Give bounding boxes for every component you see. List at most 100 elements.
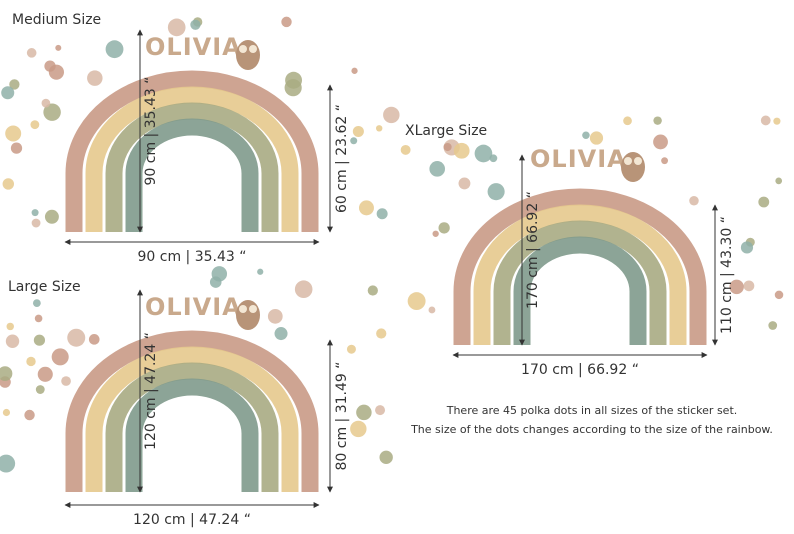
size-panel: OLIVIA XLarge Size 170 cm | 66.92 “ 170 cm …	[400, 115, 784, 378]
rainbow-band	[105, 362, 279, 492]
polka-dot	[274, 327, 288, 341]
size-title: Large Size	[8, 279, 81, 295]
name-sticker: OLIVIA	[530, 145, 627, 173]
polka-dot	[87, 70, 103, 86]
owl-eye	[249, 305, 257, 313]
polka-dot	[5, 334, 20, 348]
polka-dot	[774, 290, 784, 300]
polka-dot	[0, 366, 13, 381]
polka-dot	[375, 125, 383, 132]
name-sticker: OLIVIA	[145, 33, 242, 61]
rainbow-band	[105, 102, 279, 232]
polka-dot	[88, 334, 100, 345]
polka-dot	[458, 177, 471, 190]
owl-eye	[239, 45, 247, 53]
polka-dot	[487, 183, 505, 201]
rainbow-band	[85, 346, 299, 492]
polka-dot	[26, 48, 37, 58]
rainbow-band	[453, 188, 707, 345]
polka-dot	[453, 142, 470, 159]
polka-dot	[582, 131, 590, 140]
polka-dot	[379, 450, 393, 465]
width-label: 170 cm | 66.92 “	[521, 362, 639, 378]
rainbow-band	[513, 236, 647, 345]
polka-dot	[758, 196, 770, 208]
rainbow-band	[85, 86, 299, 232]
polka-dot	[443, 142, 452, 152]
polka-dot	[37, 366, 53, 382]
polka-dot	[24, 409, 35, 421]
polka-dot	[352, 125, 364, 138]
owl-eye	[249, 45, 257, 53]
note-line: There are 45 polka dots in all sizes of …	[446, 404, 738, 417]
size-title: XLarge Size	[405, 123, 487, 139]
polka-dot	[367, 285, 378, 296]
owl	[621, 152, 645, 182]
polka-dot	[773, 117, 781, 125]
polka-dot	[285, 71, 303, 89]
size-panel: OLIVIA Large Size 120 cm | 47.24 “ 120 cm |…	[0, 266, 393, 528]
polka-dot	[67, 328, 86, 347]
polka-dot	[768, 321, 778, 330]
polka-dot	[474, 144, 493, 163]
polka-dot	[376, 208, 388, 220]
owl-eye	[624, 157, 632, 165]
polka-dot	[2, 408, 11, 417]
rainbow-band	[65, 330, 319, 492]
polka-dot	[41, 98, 51, 108]
polka-dot	[589, 131, 604, 145]
polka-dot	[689, 195, 699, 206]
width-label: 90 cm | 35.43 “	[138, 249, 247, 265]
polka-dot	[2, 178, 15, 190]
polka-dot	[167, 18, 186, 37]
polka-dot	[0, 454, 16, 473]
polka-dot	[55, 44, 62, 51]
polka-dot	[10, 142, 23, 154]
polka-dot	[31, 209, 39, 217]
owl-eye	[239, 305, 247, 313]
polka-dot	[429, 161, 446, 177]
height-label: 90 cm | 35.43 “	[143, 77, 159, 186]
polka-dot	[351, 67, 358, 74]
polka-dot	[350, 420, 367, 438]
owl	[236, 40, 260, 70]
polka-dot	[31, 218, 41, 228]
polka-dot	[190, 19, 201, 30]
polka-dot	[653, 116, 662, 125]
polka-dot	[346, 344, 356, 354]
polka-dot	[1, 86, 15, 100]
owl	[236, 300, 260, 330]
polka-dot	[43, 103, 61, 121]
polka-dot	[775, 177, 783, 185]
polka-dot	[760, 115, 771, 126]
polka-dot	[30, 120, 40, 130]
owl-eye	[634, 157, 642, 165]
polka-dot	[661, 157, 669, 165]
polka-dot	[740, 241, 754, 254]
inner-height-label: 80 cm | 31.49 “	[334, 362, 350, 471]
polka-dot	[34, 314, 43, 323]
rainbow-band	[473, 204, 687, 345]
polka-dot	[350, 137, 358, 145]
polka-dot	[432, 230, 439, 237]
inner-height-label: 110 cm | 43.30 “	[719, 216, 735, 334]
polka-dot	[743, 280, 755, 292]
polka-dot	[294, 280, 313, 299]
note-line: The size of the dots changes according t…	[410, 423, 773, 436]
width-label: 120 cm | 47.24 “	[133, 512, 251, 528]
polka-dot	[383, 106, 400, 124]
inner-height-label: 60 cm | 23.62 “	[334, 104, 350, 213]
polka-dot	[400, 144, 411, 155]
polka-dot	[26, 356, 36, 367]
polka-dot	[267, 308, 283, 324]
height-label: 120 cm | 47.24 “	[143, 332, 159, 450]
polka-dot	[438, 222, 450, 234]
polka-dot	[61, 376, 71, 386]
name-sticker: OLIVIA	[145, 293, 242, 321]
polka-dot	[48, 64, 65, 80]
polka-dot	[281, 16, 292, 28]
polka-dot	[729, 279, 744, 295]
polka-dot	[653, 134, 668, 150]
polka-dot	[44, 209, 59, 224]
